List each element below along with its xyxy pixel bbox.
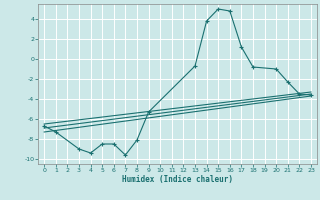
X-axis label: Humidex (Indice chaleur): Humidex (Indice chaleur)	[122, 175, 233, 184]
